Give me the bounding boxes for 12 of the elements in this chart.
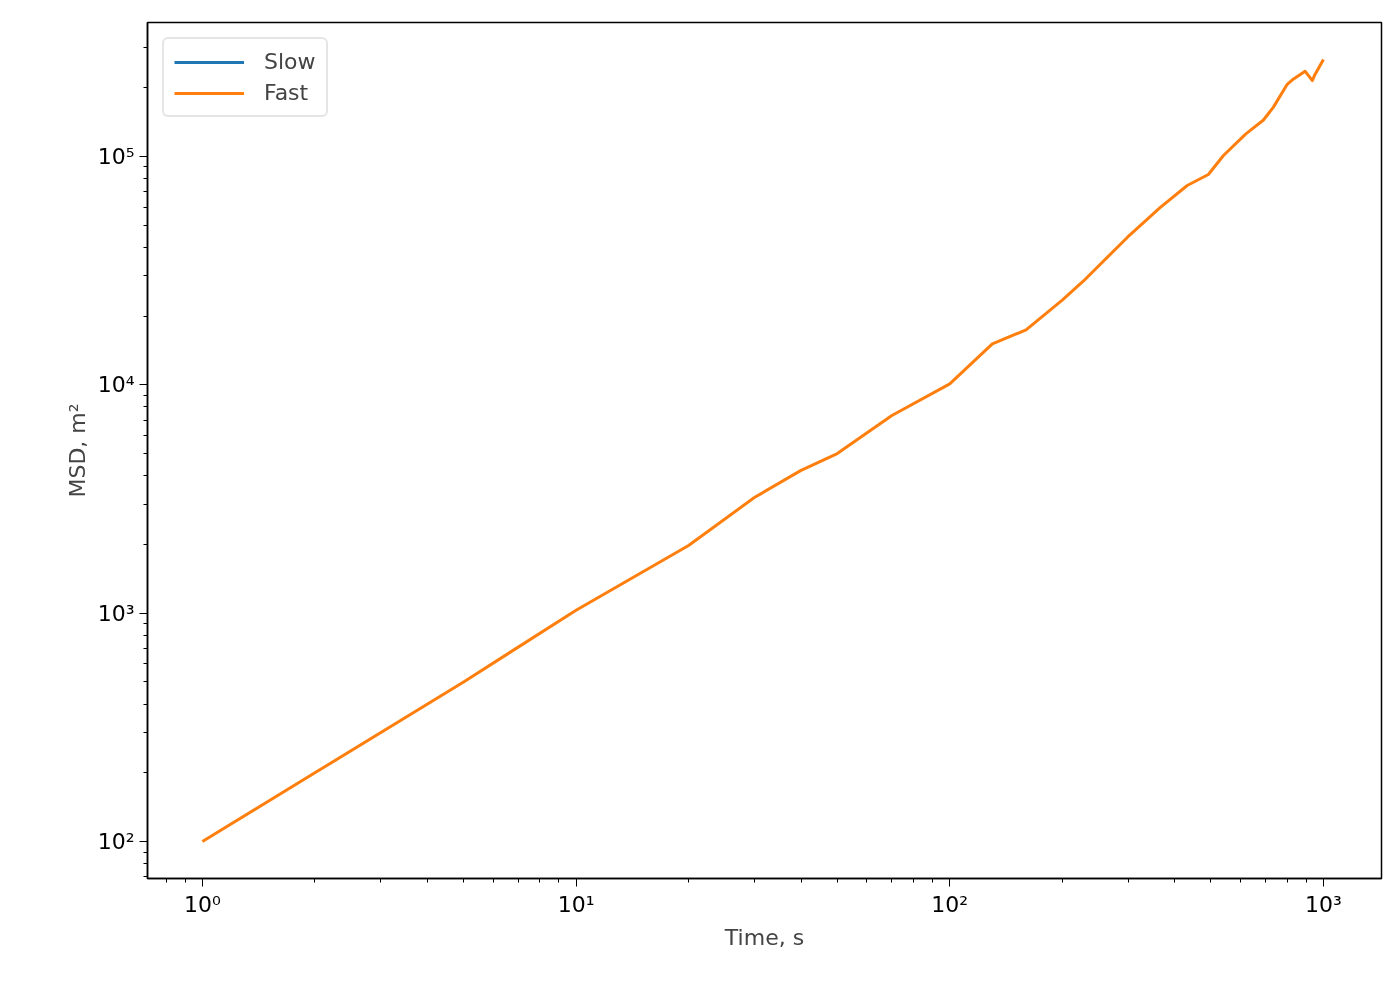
x-tick-label: 10² bbox=[931, 891, 969, 917]
x-tick-label: 10³ bbox=[1305, 891, 1342, 917]
x-tick-label: 10⁰ bbox=[183, 891, 221, 917]
x-axis-title: Time, s bbox=[723, 924, 805, 950]
legend-label: Fast bbox=[264, 80, 309, 105]
legend-label: Slow bbox=[264, 49, 316, 74]
y-tick-label: 10³ bbox=[97, 600, 135, 626]
y-tick-label: 10⁵ bbox=[97, 143, 135, 169]
y-axis-title: MSD, m² bbox=[64, 403, 90, 498]
y-tick-label: 10⁴ bbox=[97, 372, 135, 398]
y-tick-label: 10² bbox=[97, 829, 135, 855]
x-tick-label: 10¹ bbox=[557, 891, 595, 917]
